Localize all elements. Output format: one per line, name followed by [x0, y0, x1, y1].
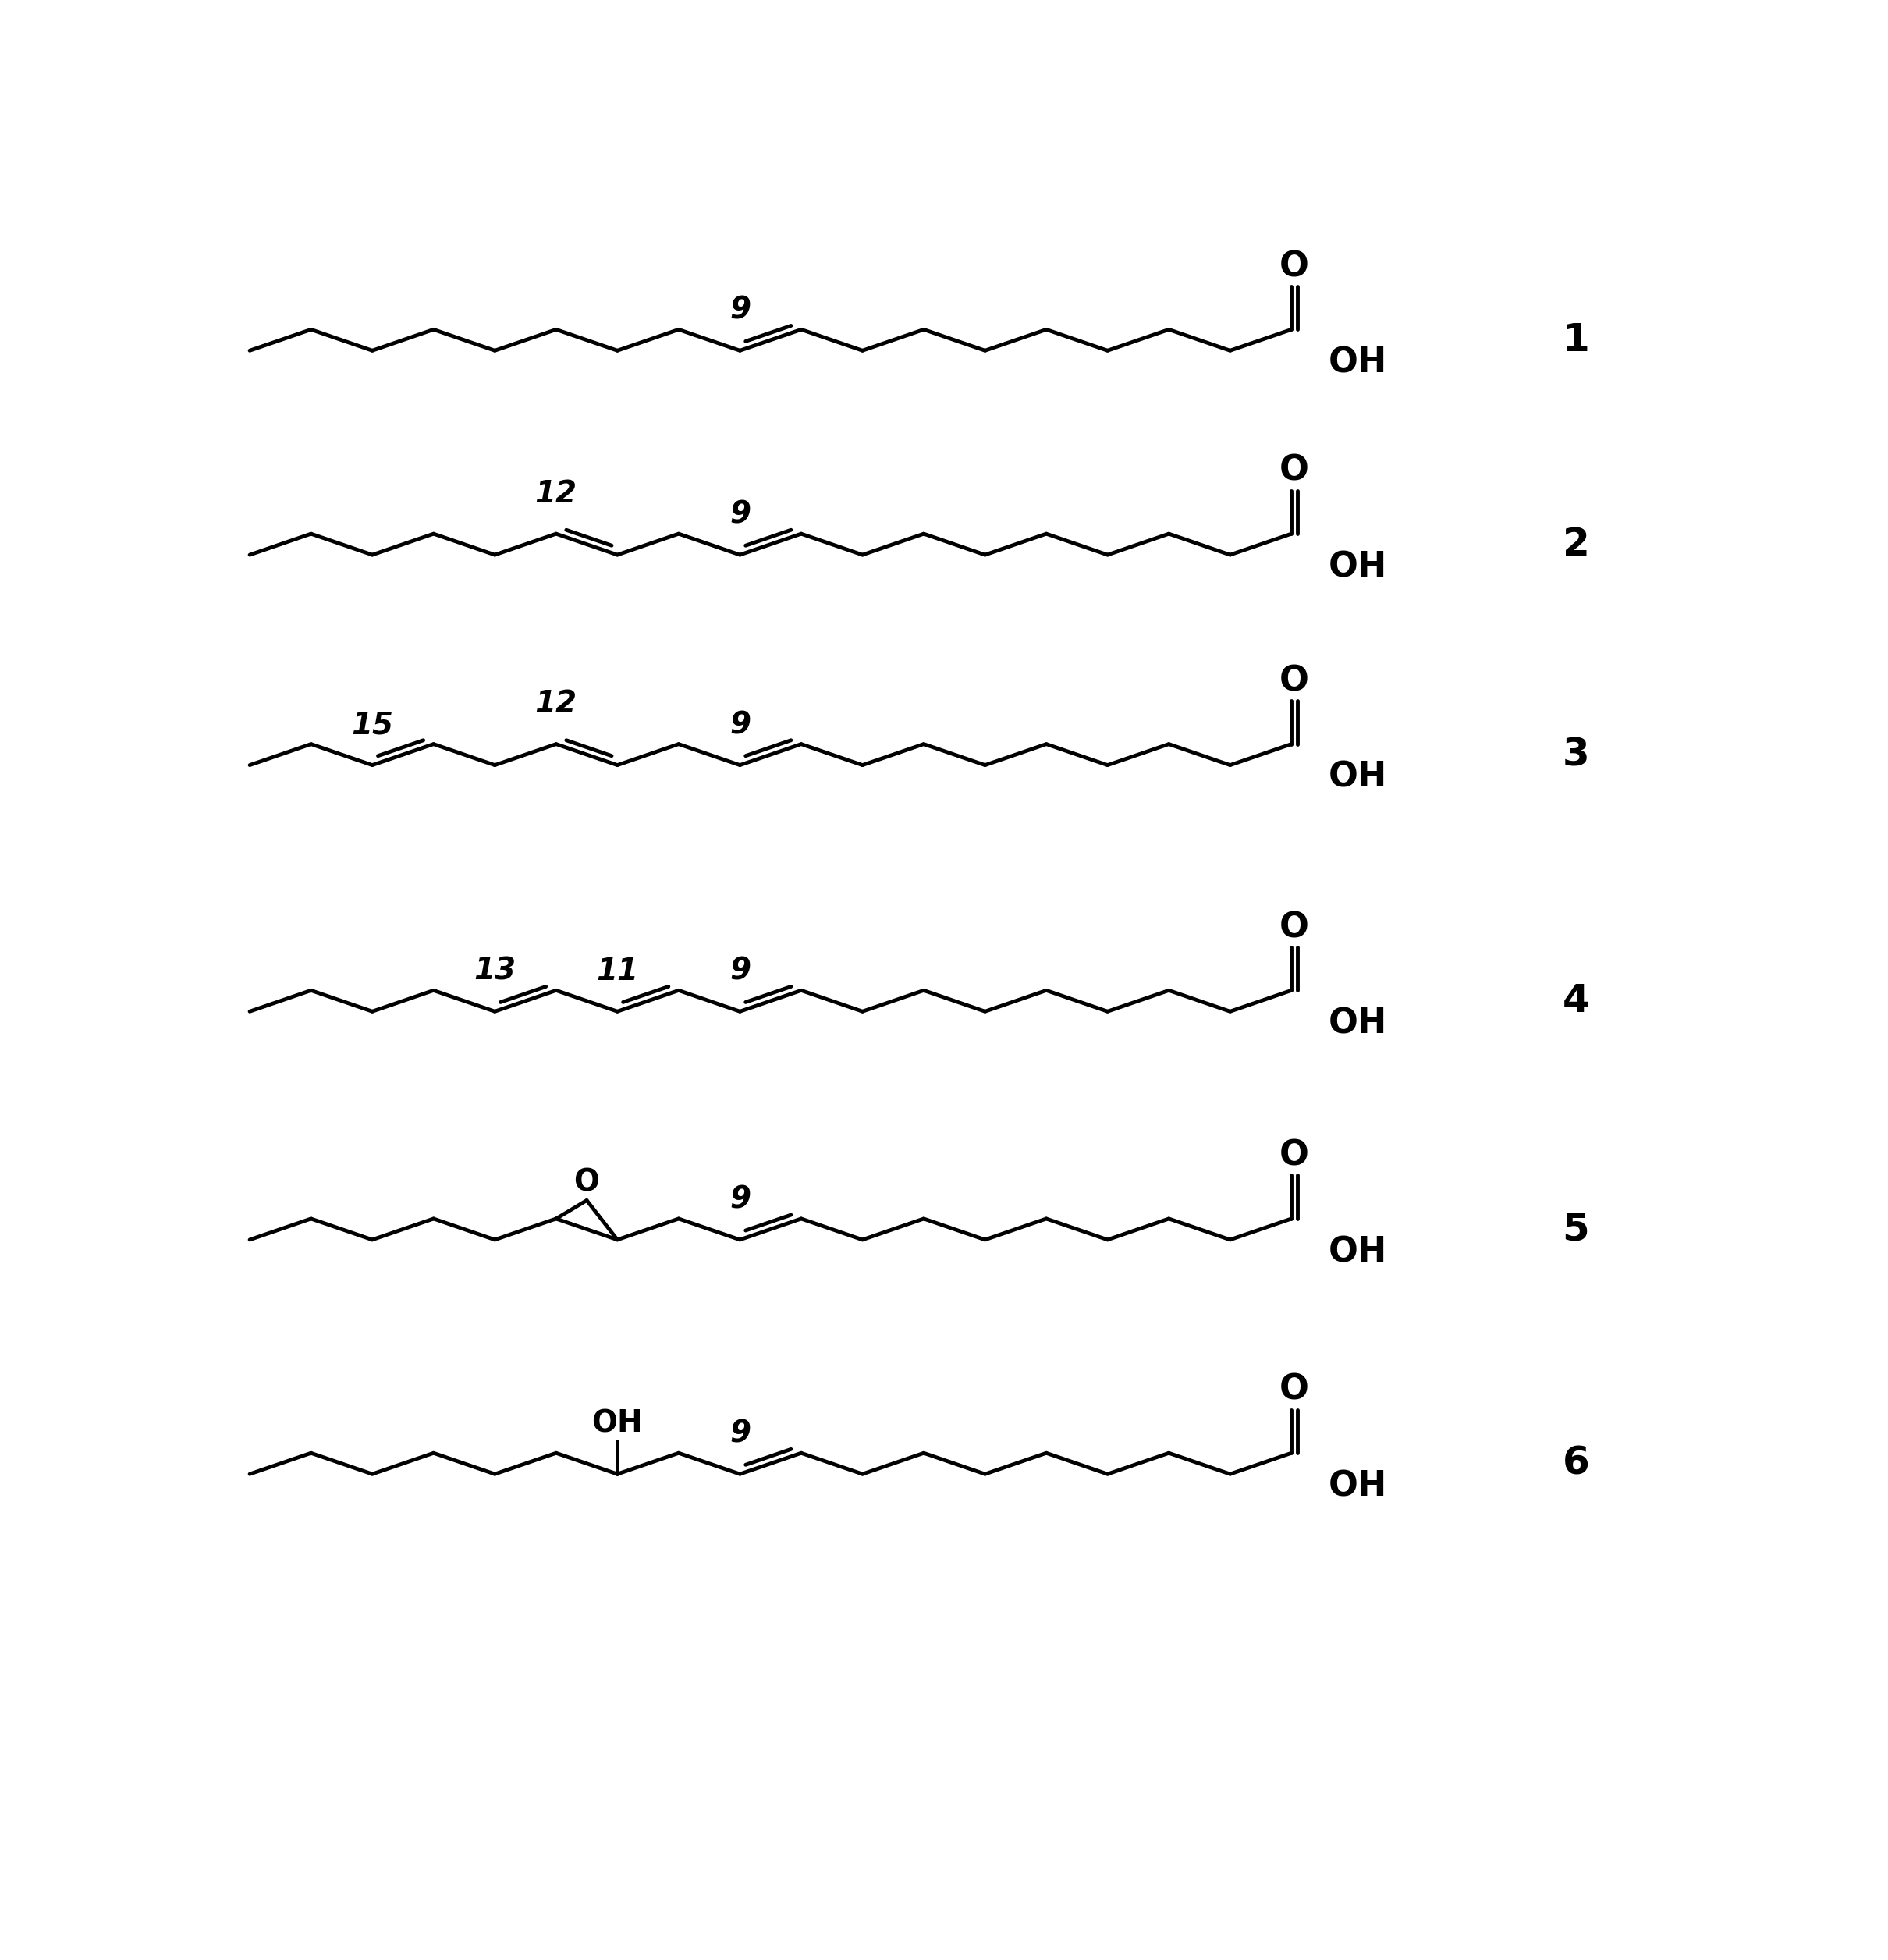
Text: OH: OH — [591, 1409, 644, 1439]
Text: O: O — [574, 1168, 600, 1198]
Text: 5: 5 — [1563, 1211, 1590, 1249]
Text: O: O — [1280, 1374, 1308, 1407]
Text: OH: OH — [1327, 347, 1388, 380]
Text: 9: 9 — [729, 956, 750, 986]
Text: O: O — [1280, 249, 1308, 284]
Text: OH: OH — [1327, 551, 1388, 584]
Text: OH: OH — [1327, 1235, 1388, 1268]
Text: 6: 6 — [1563, 1445, 1590, 1482]
Text: O: O — [1280, 664, 1308, 698]
Text: 9: 9 — [729, 1186, 750, 1215]
Text: O: O — [1280, 455, 1308, 488]
Text: OH: OH — [1327, 1007, 1388, 1041]
Text: 9: 9 — [729, 296, 750, 325]
Text: 13: 13 — [474, 956, 515, 986]
Text: 3: 3 — [1563, 735, 1590, 774]
Text: 11: 11 — [597, 956, 638, 986]
Text: O: O — [1280, 1139, 1308, 1172]
Text: 9: 9 — [729, 500, 750, 529]
Text: 12: 12 — [534, 690, 578, 719]
Text: 9: 9 — [729, 1419, 750, 1448]
Text: 12: 12 — [534, 478, 578, 508]
Text: 4: 4 — [1563, 982, 1590, 1019]
Text: 1: 1 — [1563, 321, 1590, 359]
Text: 9: 9 — [729, 710, 750, 739]
Text: O: O — [1280, 911, 1308, 945]
Text: OH: OH — [1327, 1470, 1388, 1503]
Text: 2: 2 — [1563, 525, 1590, 563]
Text: 15: 15 — [351, 710, 393, 739]
Text: OH: OH — [1327, 760, 1388, 794]
